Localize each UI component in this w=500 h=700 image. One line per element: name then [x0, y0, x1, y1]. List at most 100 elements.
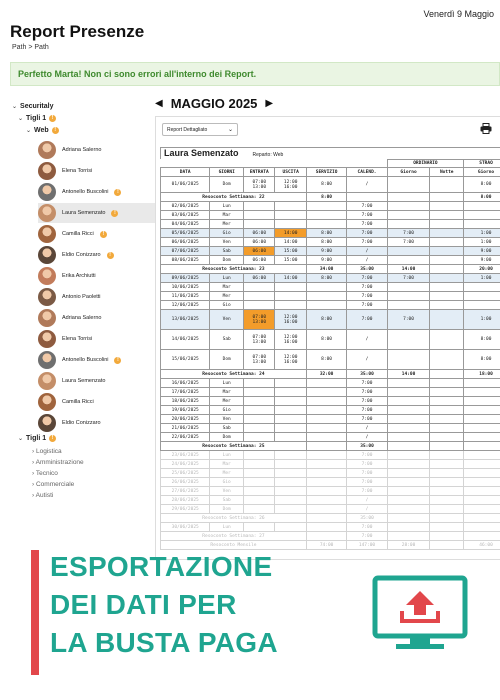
table-row[interactable]: 10/06/2025 Mar 7:00 — [159, 282, 500, 292]
person-item[interactable]: Eldio Conizzaro — [38, 413, 160, 433]
table-cell: 14:00 — [274, 228, 307, 238]
table-cell: 7:00 — [346, 282, 388, 292]
table-cell: Dom — [209, 504, 245, 514]
person-item[interactable]: Camilla Ricci — [38, 392, 160, 412]
person-name: Antonello Buscolini — [62, 189, 109, 195]
table-row[interactable]: 30/06/2025 Lun 7:00 — [159, 522, 500, 532]
table-cell — [386, 423, 431, 433]
person-item[interactable]: Adriana Salerno — [38, 140, 160, 160]
table-cell: 35:00 — [346, 513, 388, 523]
table-row[interactable]: 09/06/2025 Lun 06:00 14:00 8:00 7:00 7:00 1:00 — [159, 273, 500, 283]
warning-icon: ! — [49, 115, 57, 122]
table-row[interactable]: 03/06/2025 Mar 7:00 — [159, 210, 500, 220]
table-row[interactable]: 20/06/2025 Ven 7:00 — [159, 414, 500, 424]
department-item[interactable]: › Commerciale — [32, 481, 74, 488]
table-row[interactable]: Resoconto Settimana: 26 35:00 — [160, 513, 500, 523]
table-cell: 05/06/2025 — [159, 228, 211, 238]
person-item[interactable]: Camilla Ricci! — [38, 224, 160, 244]
table-cell — [305, 441, 348, 451]
employee-name: Laura Semenzato — [164, 148, 239, 158]
table-row[interactable]: Resoconto Settimana: 25 35:00 — [160, 441, 500, 451]
table-row[interactable]: 08/06/2025 Dom 06:00 15:00 9:00/9:00 — [159, 255, 500, 265]
breadcrumb[interactable]: Path > Path — [12, 44, 49, 51]
table-row[interactable]: 15/06/2025 Dom 07:00 13:00 12:00 16:00 8:00/8:… — [159, 349, 500, 370]
tree-node-root[interactable]: ⌄ Securitaly — [12, 103, 54, 110]
table-row[interactable]: 06/06/2025 Ven 06:00 14:00 8:00 7:00 7:00 1:00 — [159, 237, 500, 247]
table-row[interactable]: 17/06/2025 Mar 7:00 — [159, 387, 500, 397]
table-row[interactable]: 02/06/2025 Lun 7:00 — [159, 201, 500, 211]
table-row[interactable]: 23/06/2025 Lun 7:00 — [159, 450, 500, 460]
tree-node-tigli-2[interactable]: ⌄ Tigli 1 ! — [18, 435, 57, 442]
caret-right-icon[interactable]: ▶ — [265, 98, 274, 109]
table-row[interactable]: 13/06/2025 Ven 07:00 13:00 12:00 16:00 8:00 7:0… — [159, 309, 500, 330]
table-row[interactable]: 27/06/2025 Ven 7:00 — [159, 486, 500, 496]
table-cell — [305, 531, 348, 541]
department-item[interactable]: › Logistica — [32, 448, 62, 455]
table-cell — [429, 219, 465, 229]
table-cell — [429, 486, 465, 496]
person-item[interactable]: Eldio Conizzaro! — [38, 245, 160, 265]
table-row[interactable]: Resoconto Settimana: 23 34:00 35:00 14:00 20… — [160, 264, 500, 274]
table-row[interactable]: 26/06/2025 Gio 7:00 — [159, 477, 500, 487]
department-item[interactable]: › Amministrazione — [32, 459, 84, 466]
table-row[interactable]: 25/06/2025 Mer 7:00 — [159, 468, 500, 478]
person-item[interactable]: Erika Archiutti — [38, 266, 160, 286]
table-row[interactable]: 16/06/2025 Lun 7:00 — [159, 378, 500, 388]
table-cell — [386, 176, 431, 193]
table-row[interactable]: 12/06/2025 Gio 7:00 — [159, 300, 500, 310]
table-cell: 06:00 — [243, 246, 276, 256]
table-row[interactable]: 01/06/2025 Dom 07:00 13:00 12:00 16:00 8:00/8:… — [159, 176, 500, 193]
table-cell: / — [346, 432, 388, 442]
table-cell: 26/06/2025 — [159, 477, 211, 487]
department-item[interactable]: › Autisti — [32, 492, 53, 499]
table-row[interactable]: Resoconto Mensile 74:00 147:00 28:00 46:00 — [160, 540, 500, 550]
department-item[interactable]: › Tecnico — [32, 470, 58, 477]
table-row[interactable]: 04/06/2025 Mer 7:00 — [159, 219, 500, 229]
table-cell — [243, 477, 276, 487]
table-cell: / — [346, 255, 388, 265]
table-cell: 7:00 — [346, 291, 388, 301]
table-row[interactable]: 05/06/2025 Gio 06:00 14:00 8:00 7:00 7:00 1:00 — [159, 228, 500, 238]
table-cell — [429, 459, 465, 469]
table-cell: 07:00 13:00 — [243, 349, 276, 370]
table-cell: 13/06/2025 — [159, 309, 211, 330]
table-cell: 14/06/2025 — [159, 329, 211, 350]
person-item[interactable]: Adriana Salerno — [38, 308, 160, 328]
person-item[interactable]: Laura Semenzato — [38, 371, 160, 391]
person-item[interactable]: Elena Torrisi — [38, 329, 160, 349]
table-cell — [386, 387, 431, 397]
person-item[interactable]: Antonio Paoletti — [38, 287, 160, 307]
table-cell — [243, 282, 276, 292]
person-item[interactable]: Antonello Buscolini! — [38, 350, 160, 370]
printer-icon[interactable] — [480, 123, 492, 134]
table-row[interactable]: 07/06/2025 Sab 06:00 15:00 9:00/9:00 — [159, 246, 500, 256]
tree-node-web[interactable]: ⌄ Web ! — [26, 127, 59, 134]
person-item[interactable]: Antonello Buscolini! — [38, 182, 160, 202]
table-cell — [429, 405, 465, 415]
table-row[interactable]: Resoconto Settimana: 27 7:00 — [160, 531, 500, 541]
caret-left-icon[interactable]: ◀ — [155, 98, 163, 109]
table-row[interactable]: 18/06/2025 Mer 7:00 — [159, 396, 500, 406]
table-row[interactable]: Resoconto Settimana: 22 8:00 8:00 — [160, 192, 500, 202]
table-row[interactable]: Resoconto Settimana: 24 32:00 35:00 14:00 18… — [160, 369, 500, 379]
report-type-select[interactable]: Report Dettagliato ⌄ — [162, 123, 238, 136]
table-row[interactable]: 11/06/2025 Mer 7:00 — [159, 291, 500, 301]
table-row[interactable]: 24/06/2025 Mar 7:00 — [159, 459, 500, 469]
person-item[interactable]: Laura Semenzato! — [38, 203, 160, 223]
table-cell — [305, 432, 348, 442]
tree-node-tigli[interactable]: ⌄ Tigli 1 ! — [18, 115, 57, 122]
table-cell — [305, 387, 348, 397]
table-row[interactable]: 21/06/2025 Sab / — [159, 423, 500, 433]
table-cell — [243, 414, 276, 424]
table-row[interactable]: 29/06/2025 Dom / — [159, 504, 500, 514]
person-item[interactable]: Elena Torrisi — [38, 161, 160, 181]
table-row[interactable]: 28/06/2025 Sab / — [159, 495, 500, 505]
table-row[interactable]: 22/06/2025 Dom / — [159, 432, 500, 442]
table-row[interactable]: 14/06/2025 Sab 07:00 13:00 12:00 16:00 8:00/8:… — [159, 329, 500, 350]
table-cell: Lun — [209, 273, 245, 283]
person-name: Camilla Ricci — [62, 231, 94, 237]
table-row[interactable]: 19/06/2025 Gio 7:00 — [159, 405, 500, 415]
table-cell: Mer — [209, 396, 245, 406]
table-cell — [429, 477, 465, 487]
table-cell — [386, 459, 431, 469]
